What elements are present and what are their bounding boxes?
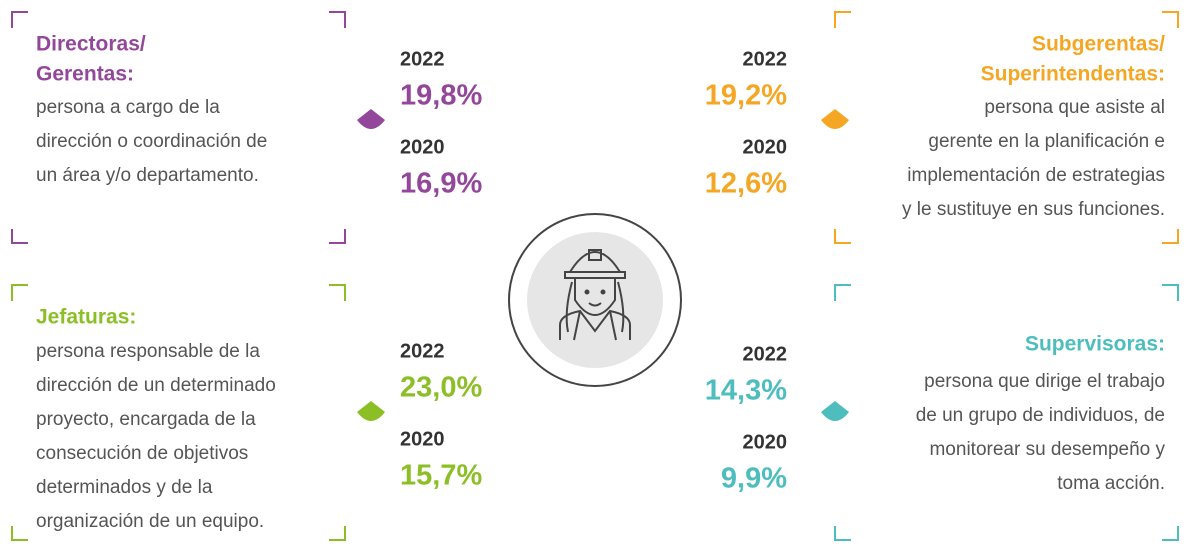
- stat-year: 2020: [400, 136, 445, 158]
- panel-description: consecución de objetivos: [36, 443, 248, 464]
- stat-year: 2022: [400, 340, 445, 362]
- stat-value: 16,9%: [400, 168, 482, 200]
- panel-description: persona que asiste al: [984, 97, 1165, 118]
- panel-title: Superintendentas:: [981, 63, 1165, 86]
- center-icon: [508, 213, 682, 387]
- panel-description: monitorear su desempeño y: [929, 439, 1165, 460]
- panel-description: dirección o coordinación de: [36, 131, 267, 152]
- stat-value: 23,0%: [400, 372, 482, 404]
- panel-description: y le sustituye en sus funciones.: [902, 199, 1165, 220]
- stat-value: 19,2%: [705, 80, 787, 112]
- corner-bracket: [834, 11, 1179, 244]
- panel-title: Supervisoras:: [1025, 333, 1165, 356]
- stat-year: 2020: [400, 428, 445, 450]
- panel-description: un área y/o departamento.: [36, 165, 259, 186]
- panel-description: implementación de estrategias: [907, 165, 1165, 186]
- panel-description: persona que dirige el trabajo: [924, 371, 1165, 392]
- panel-title: Subgerentas/: [1032, 33, 1165, 56]
- panel-title: Jefaturas:: [36, 306, 136, 329]
- stat-year: 2022: [743, 48, 788, 70]
- stat-year: 2022: [400, 48, 445, 70]
- stat-year: 2020: [743, 431, 788, 453]
- panel-description: persona responsable de la: [36, 341, 260, 362]
- increase-marker: [821, 401, 849, 421]
- panel-description: persona a cargo de la: [36, 97, 220, 118]
- panel-description: toma acción.: [1057, 473, 1165, 494]
- increase-marker: [357, 109, 385, 129]
- increase-marker: [357, 401, 385, 421]
- stat-value: 12,6%: [705, 168, 787, 200]
- panel-description: de un grupo de individuos, de: [916, 405, 1165, 426]
- panel-description: gerente en la planificación e: [928, 131, 1165, 152]
- panel-description: dirección de un determinado: [36, 375, 276, 396]
- corner-bracket: [834, 284, 1179, 541]
- stat-value: 14,3%: [705, 375, 787, 407]
- stat-value: 19,8%: [400, 80, 482, 112]
- panel-title: Gerentas:: [36, 63, 134, 86]
- panel-description: proyecto, encargada de la: [36, 409, 256, 430]
- panel-title: Directoras/: [36, 33, 146, 56]
- stat-year: 2020: [743, 136, 788, 158]
- increase-marker: [821, 109, 849, 129]
- stat-value: 15,7%: [400, 460, 482, 492]
- panel-description: determinados y de la: [36, 477, 213, 498]
- corner-bracket: [11, 284, 346, 541]
- stat-value: 9,9%: [721, 463, 787, 495]
- stat-year: 2022: [743, 343, 788, 365]
- panel-description: organización de un equipo.: [36, 511, 264, 532]
- corner-bracket: [11, 11, 346, 244]
